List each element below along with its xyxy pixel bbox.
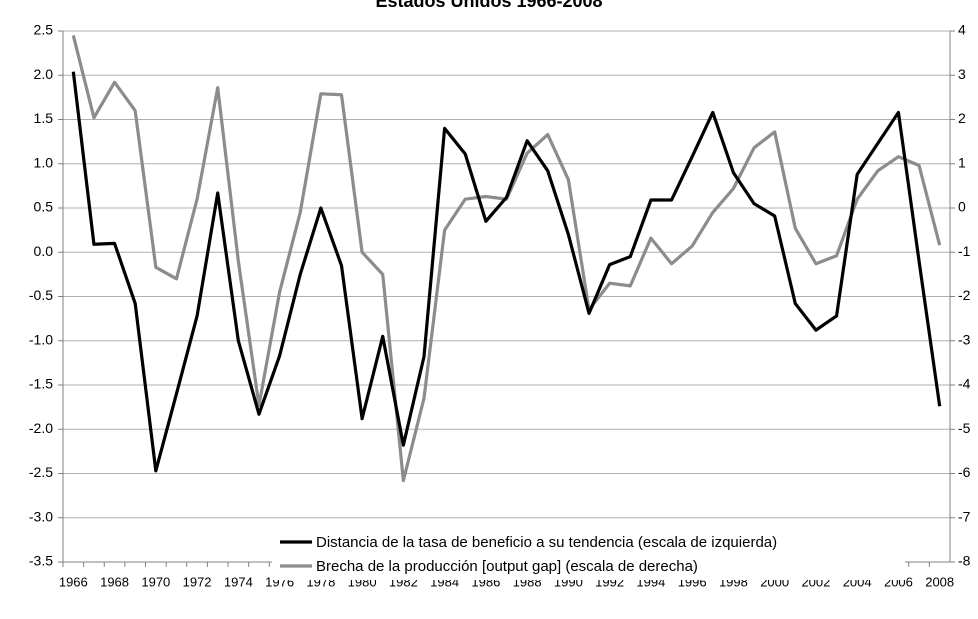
chart-title: Estados Unidos 1966-2008 (375, 0, 602, 11)
y2-tick-label: -7 (958, 508, 971, 524)
legend-box (272, 528, 905, 580)
y-tick-label: -1.5 (29, 376, 53, 392)
y2-tick-label: -2 (958, 287, 971, 303)
y-tick-label: -1.0 (29, 331, 53, 347)
y-tick-label: 0.5 (34, 199, 54, 215)
y2-tick-label: -1 (958, 243, 971, 259)
y2-tick-label: 4 (958, 22, 966, 38)
y2-tick-label: 3 (958, 66, 966, 82)
y2-tick-label: 0 (958, 199, 966, 215)
x-tick-label: 1966 (59, 574, 88, 589)
series-line (71, 35, 942, 483)
y-tick-label: -3.5 (29, 553, 53, 569)
series-line (71, 71, 942, 473)
y-tick-label: 2.0 (34, 66, 54, 82)
y-tick-label: 0.0 (34, 243, 54, 259)
y2-tick-label: -4 (958, 376, 971, 392)
x-tick-label: 1968 (100, 574, 129, 589)
y-tick-label: 1.5 (34, 110, 54, 126)
y2-tick-label: 1 (958, 154, 966, 170)
y2-tick-label: -5 (958, 420, 971, 436)
y-tick-label: 1.0 (34, 154, 54, 170)
y-tick-label: 2.5 (34, 22, 54, 38)
x-tick-label: 1970 (141, 574, 170, 589)
x-tick-label: 1972 (183, 574, 212, 589)
legend-label: Distancia de la tasa de beneficio a su t… (316, 534, 777, 551)
y-tick-label: -0.5 (29, 287, 53, 303)
legend-label: Brecha de la producción [output gap] (es… (316, 558, 698, 575)
x-tick-label: 1974 (224, 574, 253, 589)
y-tick-label: -3.0 (29, 508, 53, 524)
y-tick-label: -2.5 (29, 464, 53, 480)
y2-tick-label: -6 (958, 464, 971, 480)
y2-tick-label: -3 (958, 331, 971, 347)
y2-tick-label: 2 (958, 110, 966, 126)
x-tick-label: 2008 (925, 574, 954, 589)
y-tick-label: -2.0 (29, 420, 53, 436)
y2-tick-label: -8 (958, 553, 971, 569)
